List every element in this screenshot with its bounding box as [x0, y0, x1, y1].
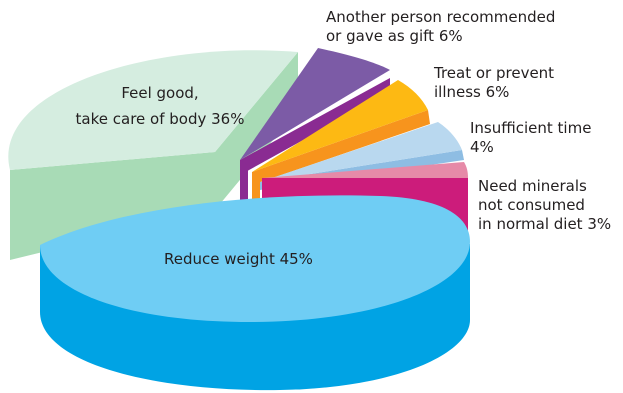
slice-another-person-top — [240, 48, 390, 160]
label-need-minerals-line-1: Need minerals — [478, 177, 587, 195]
slice-treat-prevent-top — [252, 80, 428, 172]
label-reduce-weight-line-1: Reduce weight 45% — [164, 250, 313, 268]
slice-another-person-left — [240, 160, 248, 210]
slice-need-minerals-top — [262, 162, 468, 178]
label-need-minerals: Need minerals not consumed in normal die… — [478, 177, 611, 234]
slice-insufficient-time-top — [260, 122, 462, 182]
label-reduce-weight: Reduce weight 45% — [164, 250, 313, 269]
slice-another-person — [240, 48, 390, 210]
slice-feel-good — [8, 50, 298, 260]
slice-feel-good-side — [10, 152, 215, 260]
label-feel-good: Feel good, take care of body 36% — [40, 80, 280, 132]
label-treat-prevent-line-1: Treat or prevent — [434, 64, 555, 82]
slice-treat-prevent-side — [252, 110, 430, 185]
label-another-person: Another person recommended or gave as gi… — [326, 8, 555, 46]
slice-reduce-weight — [40, 195, 470, 391]
label-insufficient-time-line-2: 4% — [470, 138, 494, 156]
label-insufficient-time: Insufficient time 4% — [470, 119, 591, 157]
slice-reduce-weight-top — [40, 195, 470, 322]
label-another-person-line-2: or gave as gift 6% — [326, 27, 463, 45]
label-feel-good-line-2: take care of body 36% — [75, 110, 245, 128]
label-need-minerals-line-3: in normal diet 3% — [478, 215, 612, 233]
label-insufficient-time-line-1: Insufficient time — [470, 119, 592, 137]
label-treat-prevent-line-2: illness 6% — [434, 83, 510, 101]
slice-feel-good-top — [8, 50, 298, 170]
label-feel-good-line-1: Feel good, — [121, 84, 199, 102]
label-another-person-line-1: Another person recommended — [326, 8, 556, 26]
label-need-minerals-line-2: not consumed — [478, 196, 585, 214]
slice-feel-good-right-side — [215, 52, 298, 210]
label-treat-prevent: Treat or prevent illness 6% — [434, 64, 554, 102]
slice-another-person-side — [240, 78, 390, 175]
